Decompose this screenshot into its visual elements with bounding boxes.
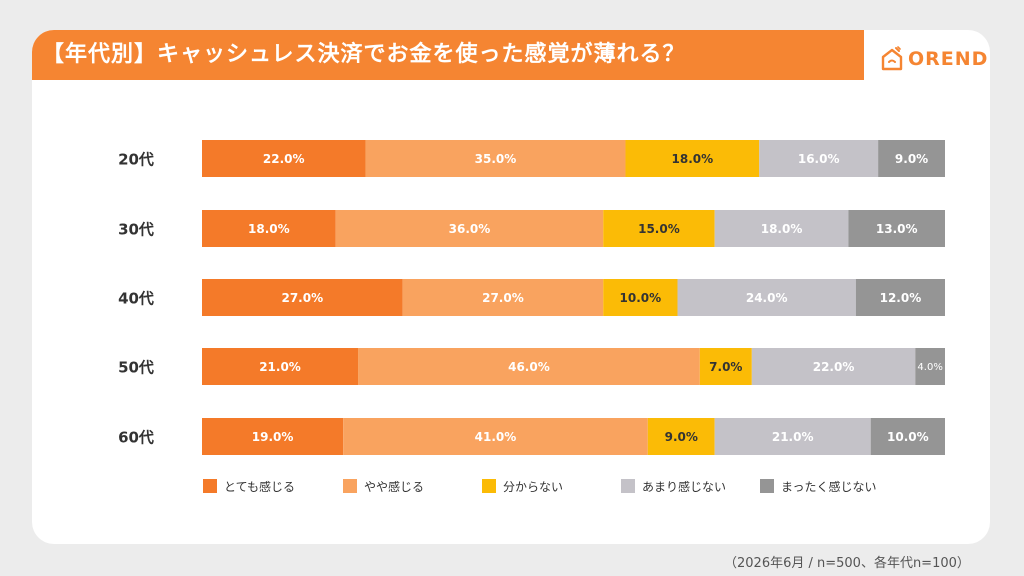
legend-label: やや感じる [364,479,424,494]
legend-swatch [203,479,217,493]
bar-segment [603,210,715,247]
category-label: 60代 [118,429,154,447]
bar-segment [343,418,648,455]
legend-label: とても感じる [224,479,295,494]
bar-segment [848,210,945,247]
data-label: 18.0% [672,152,714,166]
data-label: 36.0% [449,222,491,236]
bar-segment [677,279,856,316]
bar-segment [202,418,344,455]
bar-segment [202,279,403,316]
data-label: 21.0% [772,430,814,444]
house-logo-icon [881,46,903,71]
bar-segment [647,418,715,455]
orend-logo: OREND [880,44,988,74]
bar-segment [335,210,604,247]
bar-segment [603,279,678,316]
category-label: 20代 [118,151,154,169]
data-label: 41.0% [475,430,517,444]
data-label: 18.0% [248,222,290,236]
bar-segment [202,348,359,385]
data-label: 27.0% [482,291,524,305]
data-label: 9.0% [895,152,928,166]
bar-segment [878,140,945,177]
bar-segment [202,210,336,247]
category-label: 30代 [118,221,154,239]
data-label: 4.0% [917,362,942,373]
bar-segment [714,210,849,247]
bar-segment [625,140,760,177]
data-label: 35.0% [475,152,517,166]
data-label: 21.0% [259,360,301,374]
data-label: 19.0% [252,430,294,444]
data-label: 46.0% [508,360,550,374]
data-label: 27.0% [281,291,323,305]
bar-segment [402,279,604,316]
legend-label: 分からない [503,480,563,494]
bar-segment [915,348,945,385]
bar-segment [365,140,626,177]
legend-swatch [343,479,357,493]
data-label: 18.0% [761,222,803,236]
bar-segment [855,279,945,316]
data-label: 10.0% [887,430,929,444]
bar-segment [759,140,879,177]
legend-label: あまり感じない [642,479,726,494]
category-label: 40代 [118,290,154,308]
bar-segment [714,418,871,455]
bar-segment [699,348,752,385]
category-label: 50代 [118,359,154,377]
legend-label: まったく感じない [781,479,877,494]
legend-swatch [760,479,774,493]
data-label: 16.0% [798,152,840,166]
survey-footnote: （2026年6月 / n=500、各年代n=100） [724,556,970,571]
legend-swatch [621,479,635,493]
legend-swatch [482,479,496,493]
data-label: 9.0% [665,430,698,444]
bar-segment [751,348,916,385]
data-label: 24.0% [746,291,788,305]
data-label: 22.0% [263,152,305,166]
data-label: 7.0% [709,360,742,374]
chart-title: 【年代別】キャッシュレス決済でお金を使った感覚が薄れる？ [32,30,864,80]
bar-segment [870,418,945,455]
data-label: 15.0% [638,222,680,236]
bar-segment [358,348,700,385]
data-label: 13.0% [876,222,918,236]
data-label: 10.0% [620,291,662,305]
bar-segment [202,140,366,177]
logo-text: OREND [908,48,989,70]
data-label: 22.0% [813,360,855,374]
data-label: 12.0% [880,291,922,305]
